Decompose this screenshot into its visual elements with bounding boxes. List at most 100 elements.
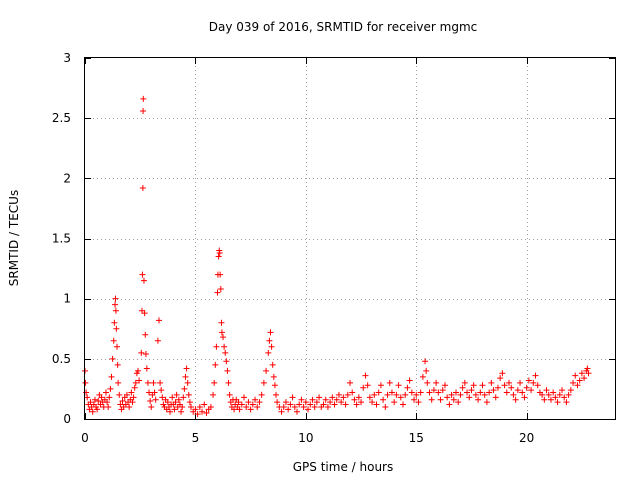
data-point [506,379,512,386]
data-point [217,271,224,278]
data-point [528,387,535,394]
data-point [199,408,206,415]
data-point [112,307,119,314]
data-point [406,377,413,384]
data-point [258,391,265,398]
data-point [466,394,473,401]
data-point [320,401,327,408]
data-point [446,401,453,408]
data-point [570,379,577,386]
data-point [433,379,440,386]
data-point [231,406,238,413]
data-point [525,377,532,384]
data-point [450,396,457,403]
chart-title: Day 039 of 2016, SRMTID for receiver mgm… [209,20,478,34]
data-point [91,396,98,403]
data-point [146,389,153,396]
data-point [294,408,300,415]
data-point [155,317,162,324]
data-point [461,379,468,386]
data-point [423,367,430,374]
data-point [217,286,224,293]
data-point [215,253,222,260]
data-point [247,406,254,413]
grid-lines [85,58,615,419]
data-point [89,408,96,415]
data-point [435,389,442,396]
data-point [147,397,154,404]
data-point [98,394,105,401]
data-point [151,389,158,396]
data-point [194,411,201,418]
data-point [270,373,277,380]
data-point [266,337,273,344]
data-point [439,387,446,394]
data-point [382,403,389,410]
data-point [128,389,135,396]
data-point [464,389,471,396]
data-point [453,389,459,396]
data-point [224,367,231,374]
data-point [375,389,382,396]
x-axis-label: GPS time / hours [293,460,394,474]
data-point [140,95,147,102]
data-point [175,396,182,403]
data-point [444,394,451,401]
data-point [340,394,347,401]
data-point [298,396,305,403]
data-point [152,396,159,403]
data-point [448,391,455,398]
data-point [373,401,380,408]
data-point [296,401,303,408]
data-point [351,396,358,403]
data-point [499,370,506,377]
data-point [426,389,433,396]
data-point [111,319,118,326]
data-point [221,343,228,350]
data-point [144,379,151,386]
data-point [212,361,219,368]
data-point [532,372,539,379]
data-point [214,289,221,296]
data-point [238,401,245,408]
data-point [349,389,356,396]
data-point [457,391,464,398]
data-point [470,382,477,389]
data-point [216,249,223,256]
data-point [559,387,565,394]
data-point [477,389,484,396]
data-point [188,403,194,410]
data-point [393,391,400,398]
data-point [333,396,340,403]
data-point [415,399,422,406]
data-point [424,379,431,386]
data-point [109,355,116,362]
data-point [119,397,126,404]
data-point [422,358,429,365]
data-point [567,387,574,394]
y-tick-label: 1.5 [52,232,71,246]
data-point [441,382,448,389]
data-point [142,331,149,338]
data-point [106,394,113,401]
data-point [338,399,345,406]
data-point [417,389,424,396]
data-point [517,379,524,386]
data-point [196,403,203,410]
data-point [222,349,229,356]
data-point [585,370,592,377]
data-point [353,401,360,408]
data-point [472,391,479,398]
data-point [123,391,130,398]
data-point [220,334,227,341]
data-point [117,401,124,408]
data-point [483,399,490,406]
x-tick-label: 20 [519,431,534,445]
data-point [181,385,188,392]
data-point [347,379,353,386]
data-point [395,382,402,389]
data-point [211,379,218,386]
data-point [179,403,186,410]
y-axis-label: SRMTID / TECUs [7,190,21,286]
data-point [419,373,426,380]
